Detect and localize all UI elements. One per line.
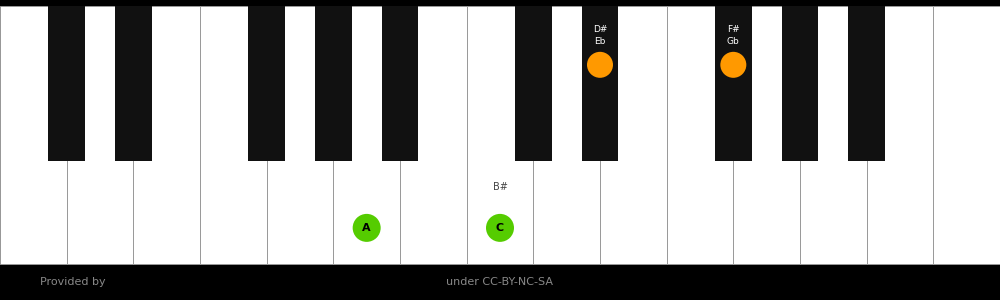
Bar xyxy=(0,6,67,264)
Bar xyxy=(133,6,200,264)
Bar xyxy=(867,6,933,264)
Bar xyxy=(315,6,352,161)
Bar xyxy=(67,6,133,264)
Bar xyxy=(248,6,285,161)
Ellipse shape xyxy=(353,214,381,242)
Bar xyxy=(582,6,618,161)
Bar xyxy=(667,6,733,264)
Bar xyxy=(533,6,600,264)
Text: C: C xyxy=(496,223,504,233)
Bar xyxy=(467,6,533,264)
Text: A: A xyxy=(362,223,371,233)
Bar xyxy=(515,6,552,161)
Bar xyxy=(200,6,267,264)
Ellipse shape xyxy=(587,52,613,78)
Bar xyxy=(48,6,85,161)
Text: under CC-BY-NC-SA: under CC-BY-NC-SA xyxy=(446,277,554,287)
Bar xyxy=(848,6,885,161)
Bar xyxy=(382,6,418,161)
Bar xyxy=(800,6,867,264)
Bar xyxy=(333,6,400,264)
Bar xyxy=(267,6,333,264)
Bar xyxy=(933,6,1000,264)
Bar xyxy=(715,6,752,161)
Ellipse shape xyxy=(486,214,514,242)
Bar xyxy=(400,6,467,264)
Text: F#: F# xyxy=(727,25,740,34)
Bar xyxy=(115,6,152,161)
Text: Gb: Gb xyxy=(727,37,740,46)
Text: D#: D# xyxy=(593,25,607,34)
Text: Eb: Eb xyxy=(594,37,606,46)
Text: B#: B# xyxy=(493,182,507,192)
Bar xyxy=(782,6,818,161)
Text: Provided by: Provided by xyxy=(40,277,106,287)
Ellipse shape xyxy=(720,52,746,78)
Bar xyxy=(733,6,800,264)
Bar xyxy=(600,6,667,264)
